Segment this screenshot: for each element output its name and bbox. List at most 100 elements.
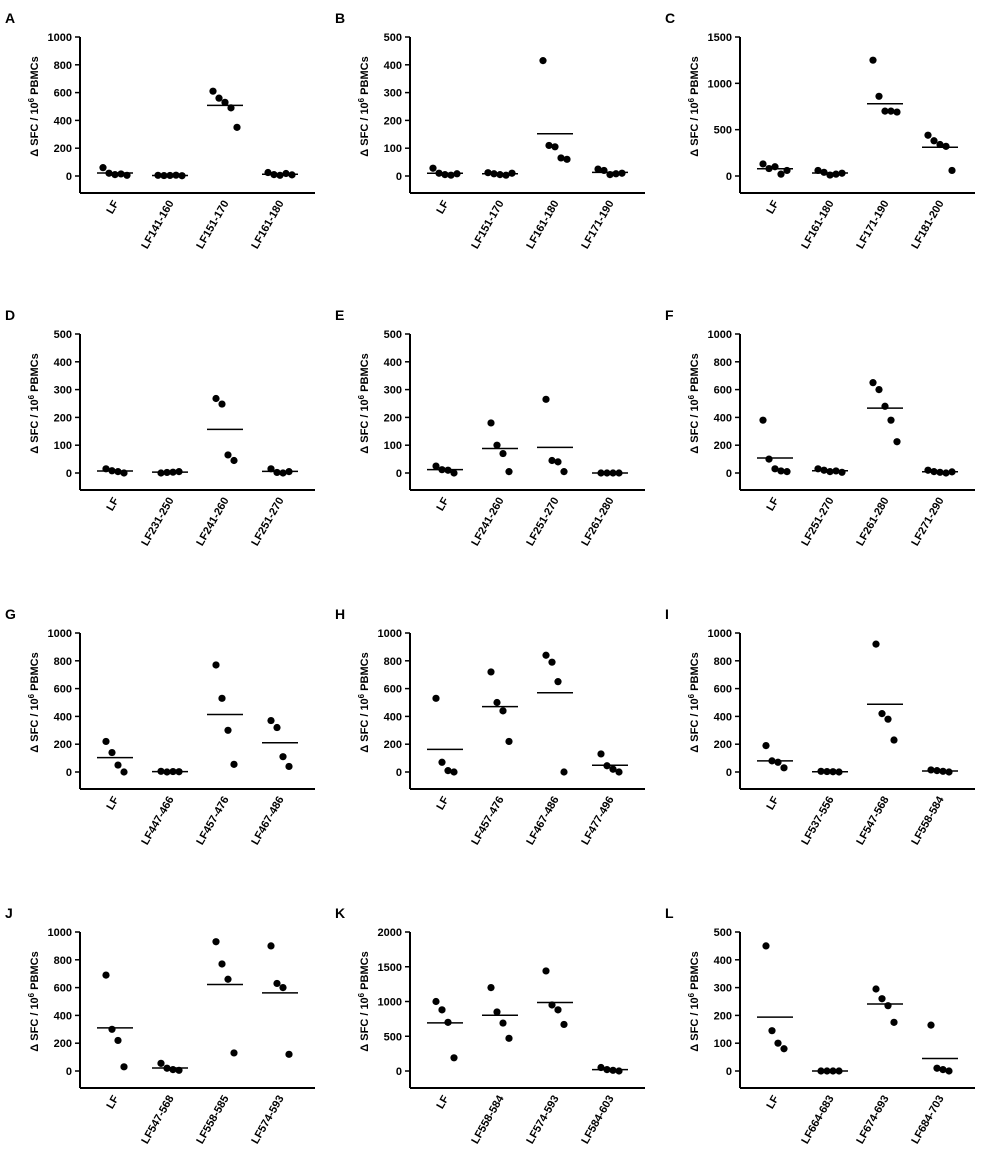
data-point [493, 698, 501, 707]
data-point [783, 468, 791, 476]
x-category-label: LF664-683 [799, 1094, 836, 1147]
data-point [557, 154, 565, 162]
x-category-label: LF [434, 794, 451, 812]
data-point [212, 394, 220, 403]
x-category-label: LF [434, 495, 451, 513]
y-tick-label: 0 [396, 1066, 402, 1078]
data-point [267, 716, 275, 725]
data-point [499, 1019, 507, 1027]
x-category-label: LF [764, 794, 781, 812]
data-point [493, 441, 501, 449]
y-tick-label: 400 [384, 60, 402, 72]
panel-label: H [335, 606, 345, 622]
data-point [609, 765, 617, 773]
data-point [487, 984, 495, 992]
data-point [499, 449, 507, 458]
data-point [548, 658, 556, 666]
data-point [108, 748, 116, 757]
data-point [884, 715, 892, 723]
data-point [120, 1063, 128, 1071]
x-category-label: LF558-584 [469, 1093, 507, 1146]
data-point [942, 142, 950, 150]
x-category-label: LF547-568 [139, 1094, 176, 1147]
panel-a: A Δ SFC / 106 PBMCs 0 200 400 600 800 1000 LF LF1… [5, 10, 315, 251]
data-point [117, 170, 125, 178]
data-point [215, 94, 223, 102]
x-category-label: LF241-260 [194, 496, 231, 549]
data-point [948, 166, 956, 175]
data-point [832, 170, 840, 178]
panel-f: F Δ SFC / 106 PBMCs 0 200 400 600 800 1000 LF LF2… [665, 307, 975, 548]
data-point [493, 1008, 501, 1016]
data-point [560, 468, 568, 476]
data-point [939, 1066, 947, 1074]
x-category-label: LF171-190 [854, 199, 891, 252]
y-tick-label: 800 [54, 955, 72, 967]
y-tick-label: 400 [54, 711, 72, 723]
data-point [102, 971, 110, 979]
x-category-label: LF457-476 [194, 795, 231, 848]
data-point [814, 166, 822, 175]
data-point [218, 960, 226, 968]
data-point [762, 741, 770, 750]
data-point [893, 108, 901, 116]
data-point [209, 87, 217, 95]
data-point [233, 123, 241, 131]
y-tick-label: 1500 [708, 32, 732, 44]
y-axis-label: Δ SFC / 106 PBMCs [27, 353, 41, 453]
panel-i: I Δ SFC / 106 PBMCs 0 200 400 600 800 1000 LF LF5… [665, 606, 975, 847]
y-tick-label: 1000 [48, 32, 72, 44]
x-category-label: LF [764, 495, 781, 513]
data-point [212, 938, 220, 946]
y-tick-label: 600 [714, 385, 732, 397]
data-point [496, 171, 504, 179]
x-category-label: LF537-556 [799, 795, 836, 848]
x-category-label: LF271-290 [909, 496, 946, 549]
y-tick-label: 400 [714, 955, 732, 967]
data-point [539, 57, 547, 65]
panel-label: B [335, 10, 345, 26]
x-category-label: LF251-270 [799, 496, 836, 549]
y-tick-label: 100 [54, 440, 72, 452]
data-point [942, 469, 950, 477]
y-tick-label: 0 [66, 767, 72, 779]
y-axis-label: Δ SFC / 106 PBMCs [687, 353, 701, 453]
y-tick-label: 400 [714, 711, 732, 723]
x-category-label: LF171-190 [579, 199, 616, 252]
y-tick-label: 2000 [378, 927, 402, 939]
data-point [930, 137, 938, 145]
y-tick-label: 1000 [48, 628, 72, 640]
data-point [777, 170, 785, 178]
y-tick-label: 500 [714, 125, 732, 137]
y-tick-label: 200 [384, 412, 402, 424]
data-point [285, 1050, 293, 1058]
y-tick-label: 0 [396, 171, 402, 183]
data-point [783, 166, 791, 175]
data-point [927, 1021, 935, 1029]
data-point [890, 1018, 898, 1026]
panel-label: G [5, 606, 16, 622]
x-category-label: LF574-593 [524, 1094, 561, 1147]
y-tick-label: 500 [384, 1031, 402, 1043]
x-category-label: LF241-260 [469, 496, 506, 549]
data-point [777, 467, 785, 475]
data-point [545, 141, 553, 150]
x-category-label: LF467-486 [249, 795, 286, 848]
data-point [887, 107, 895, 115]
data-point [108, 1025, 116, 1033]
y-tick-label: 1000 [708, 329, 732, 341]
panel-e: E Δ SFC / 106 PBMCs 0 100 200 300 400 500 LF LF24… [335, 307, 645, 548]
data-point [771, 465, 779, 473]
data-point [869, 379, 877, 387]
data-point [267, 942, 275, 950]
y-tick-label: 0 [396, 468, 402, 480]
data-point [869, 56, 877, 64]
data-point [542, 395, 550, 403]
y-tick-label: 400 [714, 412, 732, 424]
y-axis-label: Δ SFC / 106 PBMCs [27, 56, 41, 156]
panel-j: J Δ SFC / 106 PBMCs 0 200 400 600 800 1000 LF LF5… [5, 905, 315, 1146]
y-tick-label: 600 [384, 684, 402, 696]
y-axis-label: Δ SFC / 106 PBMCs [357, 951, 371, 1051]
panel-l: L Δ SFC / 106 PBMCs 0 100 200 300 400 500 LF LF66… [665, 905, 975, 1146]
